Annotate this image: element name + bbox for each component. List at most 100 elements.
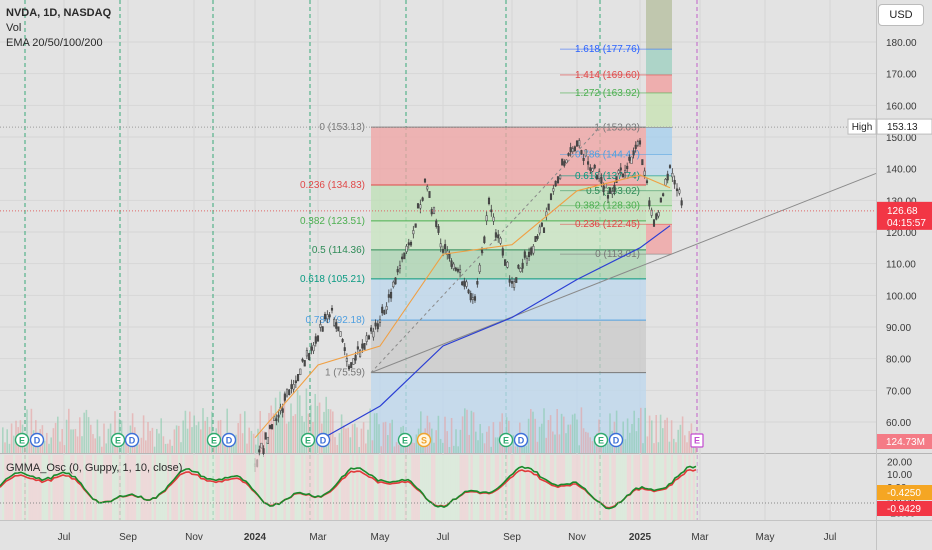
osc-shade	[197, 455, 200, 520]
volume-bar	[475, 431, 477, 453]
event-marker-shape	[300, 432, 316, 448]
osc-shade	[226, 455, 229, 520]
osc-shade	[679, 455, 682, 520]
osc-shade	[615, 455, 618, 520]
candle-body	[480, 249, 484, 253]
volume-bar	[653, 443, 655, 453]
volume-bar	[514, 446, 517, 453]
price-tick-label: 80.00	[886, 355, 911, 366]
osc-shade	[578, 455, 581, 520]
volume-bar	[314, 393, 316, 453]
fib-ext-zone	[646, 74, 672, 93]
osc-shade	[534, 455, 537, 520]
volume-bar	[534, 418, 536, 453]
volume-bar	[558, 434, 561, 453]
candle-body	[525, 257, 528, 264]
candle-body	[271, 424, 274, 430]
osc-shade	[571, 455, 574, 520]
candle-body	[613, 185, 616, 192]
volume-bar	[373, 413, 376, 453]
event-marker-label: E	[19, 436, 25, 446]
volume-bar	[378, 424, 380, 453]
volume-bar	[28, 442, 30, 453]
volume-bar	[435, 430, 437, 453]
osc-shade	[453, 455, 456, 520]
candle-body	[273, 416, 276, 421]
osc-shade	[448, 455, 451, 520]
event-marker-shape	[397, 432, 413, 448]
volume-bar	[294, 414, 297, 453]
candle-body	[299, 368, 302, 375]
event-marker-label: E	[598, 436, 604, 446]
osc-shade	[604, 455, 607, 520]
osc-shade	[437, 455, 440, 520]
osc-shade	[565, 455, 568, 520]
event-marker-label: E	[694, 436, 700, 446]
osc-shade	[6, 455, 9, 520]
volume-bar	[662, 428, 664, 453]
osc-shade	[4, 455, 7, 520]
volume-bar	[574, 413, 576, 453]
volume-bar	[301, 415, 303, 453]
fib-ext-zone	[646, 190, 672, 206]
volume-legend: Vol	[6, 22, 22, 34]
volume-bar	[479, 424, 481, 453]
candle-body	[671, 173, 674, 178]
osc-shade	[211, 455, 214, 520]
osc-shade	[239, 455, 242, 520]
candle-body	[308, 353, 311, 361]
volume-bar	[657, 442, 660, 453]
volume-bar	[571, 414, 574, 453]
osc-shade	[479, 455, 482, 520]
volume-bar	[65, 419, 68, 453]
candle-body	[602, 186, 605, 193]
volume-bar	[688, 431, 690, 453]
osc-shade	[61, 455, 64, 520]
volume-bar	[153, 446, 156, 453]
volume-bar	[398, 444, 400, 453]
volume-bar	[325, 396, 327, 453]
volume-bar	[239, 413, 242, 453]
volume-bar	[668, 441, 671, 453]
currency-button[interactable]: USD	[878, 4, 924, 26]
fib-ext-label: 1.272 (163.92)	[575, 88, 640, 99]
osc-shade	[292, 455, 295, 520]
event-marker-label: E	[115, 436, 121, 446]
osc-shade	[28, 455, 31, 520]
volume-bar	[354, 423, 356, 453]
osc-shade	[224, 455, 227, 520]
volume-bar	[642, 443, 644, 453]
volume-bar	[556, 409, 558, 453]
candle-body	[409, 241, 413, 246]
volume-bar	[466, 409, 468, 453]
volume-bar	[615, 410, 618, 453]
candle-body	[549, 193, 553, 200]
volume-badge	[877, 434, 932, 449]
osc-shade	[391, 455, 394, 520]
candle-body	[268, 425, 271, 429]
osc-shade	[314, 455, 317, 520]
volume-bar	[268, 412, 270, 453]
volume-bar	[283, 394, 286, 453]
candle-body	[367, 335, 370, 340]
volume-bar	[624, 439, 627, 453]
candle-body	[552, 188, 555, 192]
volume-bar	[472, 412, 475, 453]
osc-shade	[301, 455, 304, 520]
osc-shade	[316, 455, 319, 520]
osc-shade	[442, 455, 445, 520]
volume-bar	[92, 434, 94, 453]
osc-shade	[620, 455, 623, 520]
volume-bar	[48, 443, 50, 453]
event-marker-label: E	[211, 436, 217, 446]
event-marker-shape	[206, 432, 222, 448]
osc-shade	[171, 455, 174, 520]
osc-shade	[382, 455, 385, 520]
ema-fast-line	[254, 174, 671, 439]
price-tick-label: 60.00	[886, 418, 911, 429]
price-tick-label: 150.00	[886, 133, 917, 144]
osc-shade	[158, 455, 161, 520]
candle-body	[310, 346, 313, 351]
volume-bar	[222, 438, 224, 453]
